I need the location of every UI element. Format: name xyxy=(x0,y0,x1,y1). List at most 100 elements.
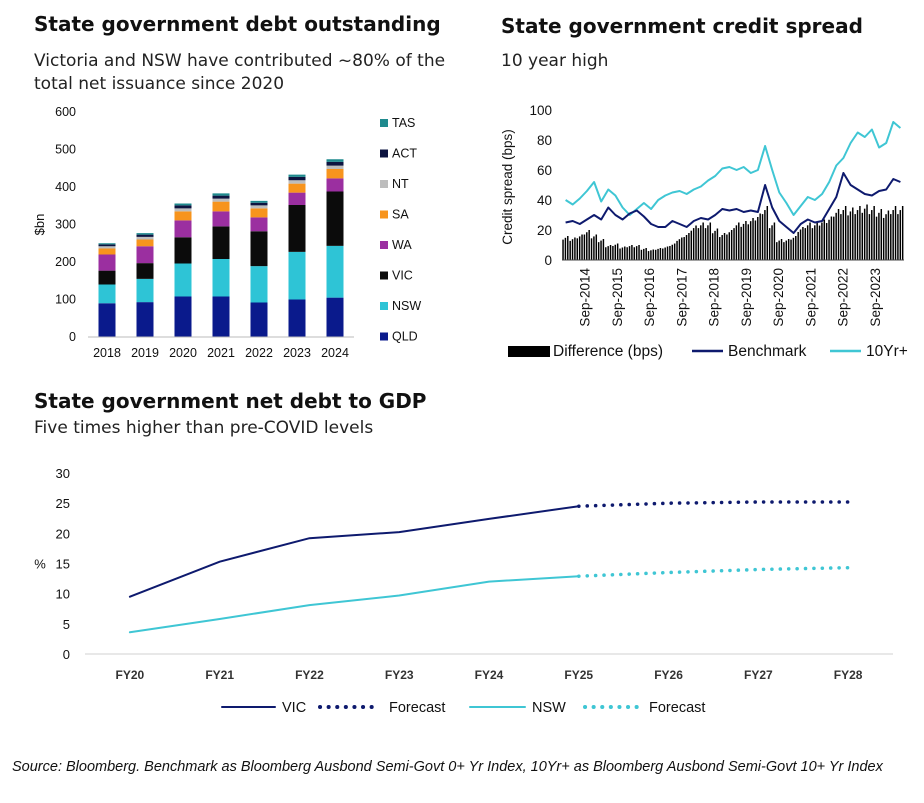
gdp-chart-subtitle: Five times higher than pre-COVID levels xyxy=(34,418,374,438)
bar-segment-qld xyxy=(136,302,154,337)
bar-segment-vic xyxy=(326,191,344,246)
x-tick-label: FY21 xyxy=(205,668,234,682)
difference-bar xyxy=(897,214,899,260)
difference-bar xyxy=(709,222,712,260)
x-tick-label: Sep-2023 xyxy=(868,268,883,327)
difference-bar xyxy=(818,225,821,260)
difference-bar xyxy=(828,219,830,260)
bar-segment-wa xyxy=(136,246,154,264)
bar-segment-wa xyxy=(174,220,192,238)
y-tick-label: 40 xyxy=(537,193,552,208)
bar-segment-nsw xyxy=(250,266,268,303)
x-tick-label: FY20 xyxy=(116,668,145,682)
difference-bar xyxy=(882,217,885,260)
difference-bar xyxy=(868,214,871,260)
difference-bar xyxy=(825,223,828,260)
difference-bar xyxy=(602,239,605,260)
bar-segment-nsw xyxy=(288,251,306,300)
difference-bar xyxy=(856,210,859,260)
x-tick-label: Sep-2019 xyxy=(739,268,754,327)
y-tick-label: 15 xyxy=(56,557,70,572)
legend-label: Difference (bps) xyxy=(553,343,663,360)
difference-bar xyxy=(704,228,707,260)
y-axis-label: Credit spread (bps) xyxy=(500,129,515,245)
difference-bar xyxy=(719,237,721,260)
difference-bar xyxy=(878,212,880,260)
legend-swatch xyxy=(380,271,388,280)
difference-bar xyxy=(785,240,788,260)
difference-bar xyxy=(833,216,835,260)
bar-segment-wa xyxy=(326,178,344,192)
difference-bar xyxy=(681,237,683,260)
x-tick-label: Sep-2018 xyxy=(707,268,722,327)
x-tick-label: FY23 xyxy=(385,668,414,682)
x-tick-label: 2019 xyxy=(131,346,159,360)
x-tick-label: Sep-2021 xyxy=(803,268,818,327)
bar-segment-act xyxy=(288,176,306,181)
y-tick-label: 10 xyxy=(56,587,70,602)
difference-bar xyxy=(685,235,688,260)
y-tick-label: 80 xyxy=(537,133,552,148)
x-tick-label: FY27 xyxy=(744,668,773,682)
difference-bar xyxy=(783,242,785,260)
difference-bar xyxy=(600,240,602,260)
difference-bar xyxy=(662,248,664,260)
x-tick-label: 2022 xyxy=(245,346,273,360)
x-tick-label: 2018 xyxy=(93,346,121,360)
difference-bar xyxy=(721,235,723,260)
bar-segment-nsw xyxy=(98,284,116,304)
difference-bar xyxy=(638,245,640,260)
difference-bar xyxy=(866,204,868,260)
debt-chart-subtitle: Victoria and NSW have contributed ~80% o… xyxy=(34,51,446,94)
spread-chart-title: State government credit spread xyxy=(501,14,863,38)
difference-bar xyxy=(569,240,571,260)
difference-bar xyxy=(711,233,714,260)
x-tick-label: FY22 xyxy=(295,668,324,682)
credit-spread-chart: 0 20 40 60 80 100 Credit spread (bps) Sep-2014 S… xyxy=(500,103,908,360)
difference-bar xyxy=(880,209,883,260)
difference-bar xyxy=(754,220,757,260)
legend-label: QLD xyxy=(392,330,418,344)
difference-bar xyxy=(804,228,807,260)
difference-bar xyxy=(854,214,856,260)
x-tick-label: Sep-2016 xyxy=(642,268,657,327)
difference-bar xyxy=(795,236,797,260)
difference-bar xyxy=(647,251,650,260)
difference-bar xyxy=(863,208,866,260)
difference-bar xyxy=(887,210,890,260)
bar-segment-sa xyxy=(98,248,116,255)
series-line-forecast-3 xyxy=(577,565,850,578)
bar-segment-qld xyxy=(174,296,192,337)
difference-bar xyxy=(726,234,728,260)
debt-chart-title: State government debt outstanding xyxy=(34,12,441,36)
difference-bar xyxy=(837,209,840,260)
difference-bar xyxy=(640,249,643,260)
series-line-nsw-2 xyxy=(128,575,580,634)
x-tick-label: FY25 xyxy=(564,668,593,682)
bar-segment-nt xyxy=(212,198,230,202)
difference-bar xyxy=(593,236,595,260)
spread-chart-subtitle: 10 year high xyxy=(501,51,609,71)
bar-segment-act xyxy=(212,195,230,199)
difference-bar xyxy=(643,248,645,260)
difference-bar xyxy=(764,210,766,260)
y-axis-label: $bn xyxy=(32,214,47,236)
bar-segment-tas xyxy=(136,233,154,235)
difference-bar xyxy=(633,247,636,260)
legend-swatch xyxy=(508,346,550,357)
difference-bar xyxy=(664,247,666,260)
difference-bar xyxy=(652,249,655,260)
difference-bar xyxy=(635,246,638,260)
y-tick-label: 200 xyxy=(55,255,76,269)
legend-swatch xyxy=(380,210,388,219)
bar-segment-tas xyxy=(326,159,344,162)
legend-swatch xyxy=(380,241,388,249)
bar-segment-tas xyxy=(174,203,192,206)
difference-bar xyxy=(745,221,747,260)
legend-label: VIC xyxy=(392,269,413,283)
legend-label: NSW xyxy=(392,299,421,313)
difference-bar xyxy=(621,247,624,260)
bar-segment-act xyxy=(250,202,268,206)
difference-bar xyxy=(759,213,761,260)
difference-bar xyxy=(792,237,795,260)
